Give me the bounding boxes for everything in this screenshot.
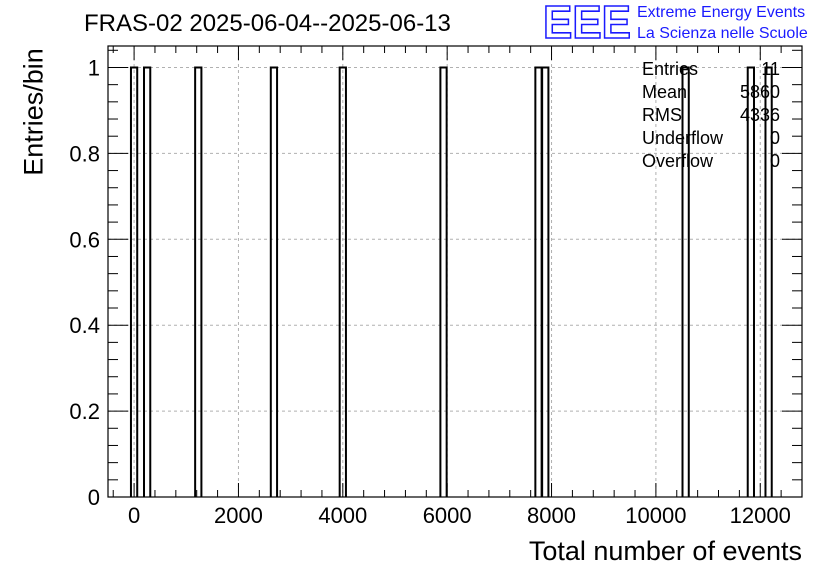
y-tick-label: 0.8 xyxy=(69,141,100,166)
stat-label: Overflow xyxy=(642,151,714,171)
y-tick-label: 0.6 xyxy=(69,227,100,252)
histogram-bar xyxy=(143,66,152,497)
histogram-bar xyxy=(764,66,773,497)
histogram-bar xyxy=(338,66,347,497)
stat-label: Mean xyxy=(642,82,688,102)
stats-box: Entries 11 Mean 5860 RMS 4336 Underflow … xyxy=(642,58,780,173)
x-tick-label: 4000 xyxy=(318,503,367,528)
x-tick-label: 2000 xyxy=(214,503,263,528)
histogram-bar xyxy=(129,66,139,497)
y-tick-label: 0.4 xyxy=(69,313,100,338)
histogram-bar xyxy=(439,66,448,497)
stat-value: 5860 xyxy=(739,82,780,102)
histogram-bar xyxy=(746,66,755,497)
stat-row-rms: RMS 4336 xyxy=(642,104,780,127)
stat-row-mean: Mean 5860 xyxy=(642,81,780,104)
logo-line-2: La Scienza nelle Scuole xyxy=(637,25,808,42)
stat-value: 11 xyxy=(761,59,780,79)
chart-title: FRAS-02 2025-06-04--2025-06-13 xyxy=(84,10,451,37)
stat-label: Entries xyxy=(642,59,699,79)
stat-value: 4336 xyxy=(739,105,780,125)
eee-logo-mark: EEE xyxy=(543,2,631,42)
x-tick-label: 12000 xyxy=(730,503,791,528)
x-tick-label: 10000 xyxy=(625,503,686,528)
x-tick-label: 8000 xyxy=(527,503,576,528)
y-tick-label: 0.2 xyxy=(69,399,100,424)
x-tick-label: 6000 xyxy=(423,503,472,528)
eee-logo: EEE xyxy=(543,2,632,42)
histogram-bar xyxy=(541,66,550,497)
x-tick-label: 0 xyxy=(128,503,140,528)
logo-text: Extreme Energy Events La Scienza nelle S… xyxy=(637,2,808,44)
stat-label: RMS xyxy=(642,105,682,125)
logo-line-1: Extreme Energy Events xyxy=(637,4,806,21)
y-tick-label: 1 xyxy=(88,55,100,80)
stat-value: 0 xyxy=(769,151,780,171)
x-axis-label: Total number of events xyxy=(528,536,802,566)
stat-row-overflow: Overflow 0 xyxy=(642,150,780,173)
stat-row-underflow: Underflow 0 xyxy=(642,127,780,150)
y-tick-label: 0 xyxy=(88,485,100,510)
stat-label: Underflow xyxy=(642,128,724,148)
histogram-bar xyxy=(194,66,203,497)
histogram-bar xyxy=(269,66,279,497)
stat-row-entries: Entries 11 xyxy=(642,58,780,81)
plot-frame xyxy=(107,45,803,498)
histogram-bar xyxy=(681,66,690,497)
stat-value: 0 xyxy=(769,128,780,148)
histogram-bar xyxy=(534,66,543,497)
y-axis-label: Entries/bin xyxy=(18,48,49,176)
